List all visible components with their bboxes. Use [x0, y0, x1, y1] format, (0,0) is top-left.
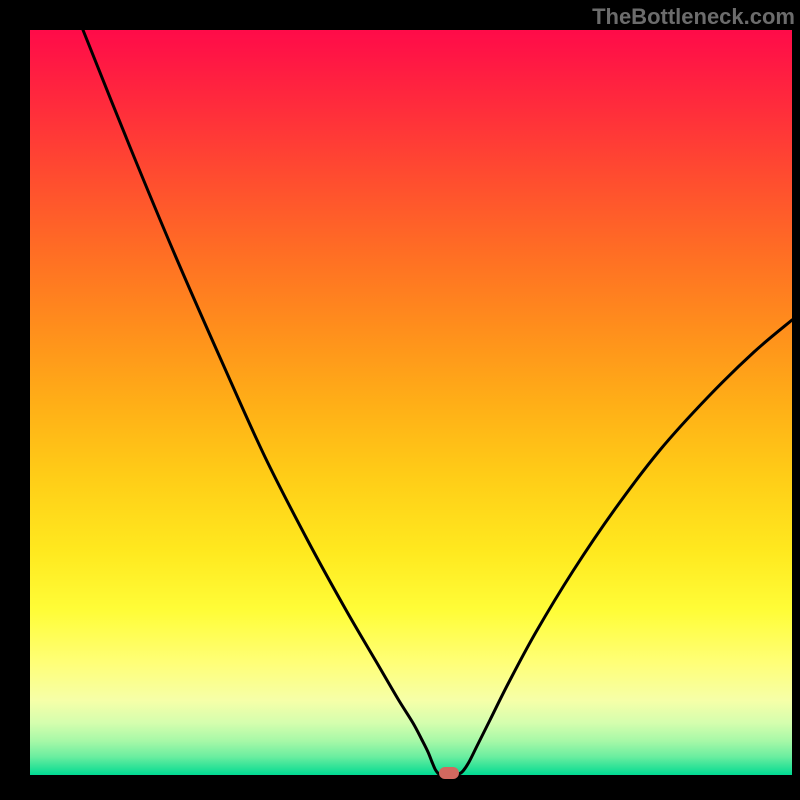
plot-background — [30, 30, 792, 775]
optimal-point-marker — [439, 767, 459, 779]
watermark-text: TheBottleneck.com — [592, 4, 795, 30]
chart-container: TheBottleneck.com — [0, 0, 800, 800]
chart-svg — [0, 0, 800, 800]
